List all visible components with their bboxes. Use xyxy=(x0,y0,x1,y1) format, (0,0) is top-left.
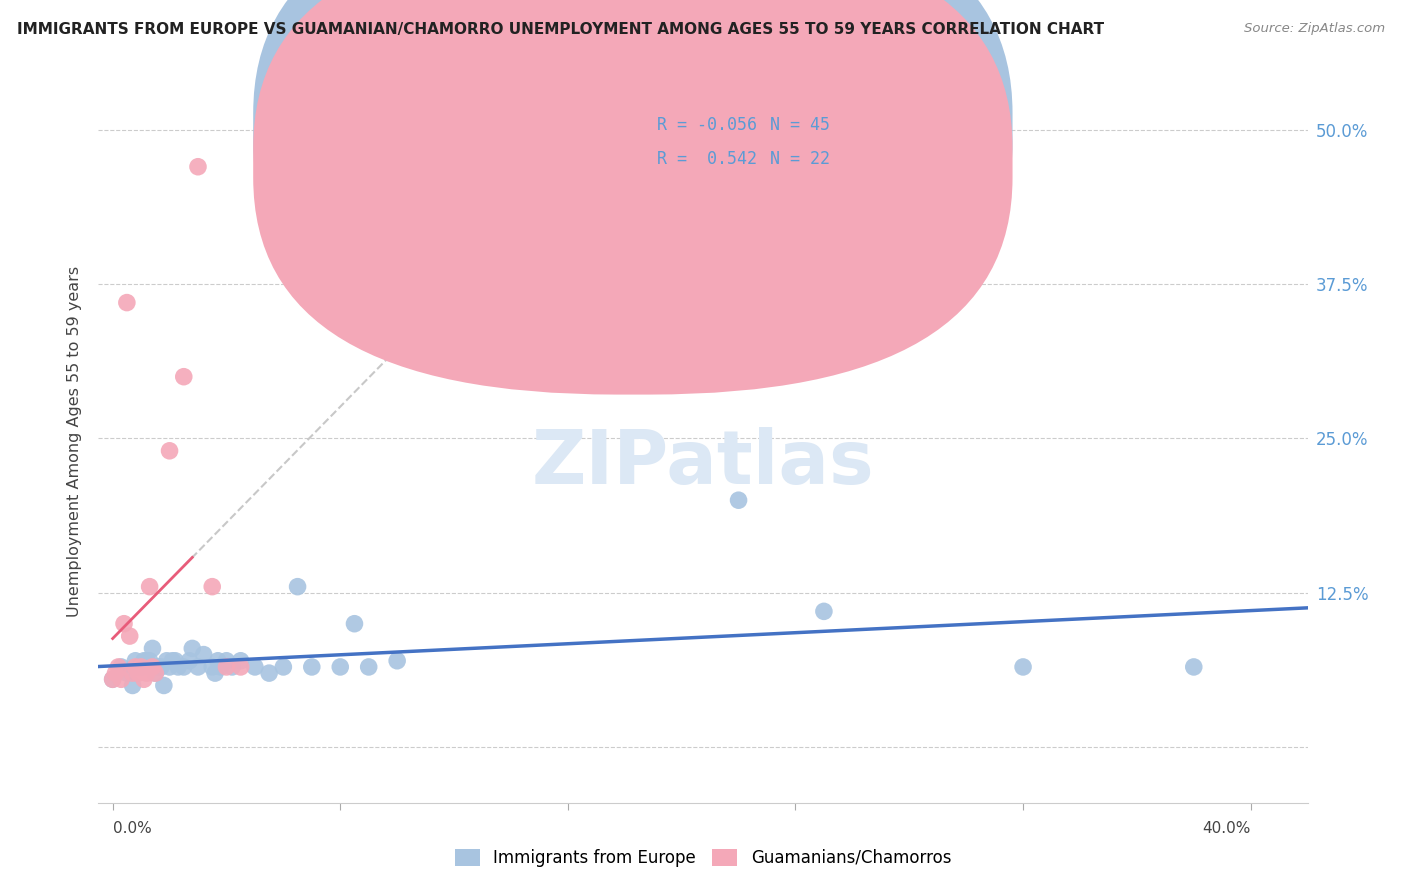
Point xyxy=(357,660,380,674)
Point xyxy=(127,660,149,674)
Point xyxy=(181,641,204,656)
Point xyxy=(329,660,352,674)
Point xyxy=(141,660,163,674)
Text: Source: ZipAtlas.com: Source: ZipAtlas.com xyxy=(1244,22,1385,36)
Point xyxy=(159,443,181,458)
Legend: Immigrants from Europe, Guamanians/Chamorros: Immigrants from Europe, Guamanians/Chamo… xyxy=(454,848,952,867)
Point xyxy=(135,654,157,668)
Point xyxy=(204,666,226,681)
Point xyxy=(110,660,132,674)
Point xyxy=(162,654,184,668)
Point xyxy=(143,666,166,681)
Point xyxy=(121,666,143,681)
Point xyxy=(165,654,187,668)
Point xyxy=(201,660,224,674)
Point xyxy=(150,660,173,674)
Point xyxy=(153,678,176,692)
Point xyxy=(257,666,280,681)
Point xyxy=(167,660,190,674)
Text: 0.0%: 0.0% xyxy=(112,822,152,837)
Point xyxy=(179,654,201,668)
Point xyxy=(273,660,295,674)
Point xyxy=(243,660,266,674)
Point xyxy=(173,660,195,674)
Point xyxy=(124,654,146,668)
Point xyxy=(215,660,238,674)
Text: R =  0.542: R = 0.542 xyxy=(657,151,756,169)
Point xyxy=(156,654,179,668)
Point xyxy=(229,660,252,674)
Point xyxy=(138,654,160,668)
Text: N = 22: N = 22 xyxy=(769,151,830,169)
Point xyxy=(159,660,181,674)
Point xyxy=(1012,660,1035,674)
Point xyxy=(385,654,408,668)
Point xyxy=(143,666,166,681)
Point xyxy=(138,580,160,594)
FancyBboxPatch shape xyxy=(606,102,860,185)
Point xyxy=(287,580,309,594)
Point xyxy=(146,660,169,674)
Point xyxy=(129,660,152,674)
Point xyxy=(112,616,135,631)
Point xyxy=(104,666,127,681)
Point xyxy=(727,493,749,508)
Text: ZIPatlas: ZIPatlas xyxy=(531,426,875,500)
Point xyxy=(132,654,155,668)
Point xyxy=(101,673,124,687)
Point xyxy=(215,654,238,668)
FancyBboxPatch shape xyxy=(253,0,1012,394)
Point xyxy=(127,666,149,681)
Point xyxy=(207,654,229,668)
Point xyxy=(132,673,155,687)
Point xyxy=(187,660,209,674)
Point xyxy=(129,660,152,674)
Y-axis label: Unemployment Among Ages 55 to 59 years: Unemployment Among Ages 55 to 59 years xyxy=(67,266,83,617)
Point xyxy=(107,660,129,674)
Point xyxy=(229,654,252,668)
Point xyxy=(135,666,157,681)
Text: IMMIGRANTS FROM EUROPE VS GUAMANIAN/CHAMORRO UNEMPLOYMENT AMONG AGES 55 TO 59 YE: IMMIGRANTS FROM EUROPE VS GUAMANIAN/CHAM… xyxy=(17,22,1104,37)
Point xyxy=(124,660,146,674)
Point xyxy=(193,648,215,662)
Point xyxy=(187,160,209,174)
Point xyxy=(115,666,138,681)
Point xyxy=(110,673,132,687)
Point xyxy=(343,616,366,631)
Point xyxy=(301,660,323,674)
Text: N = 45: N = 45 xyxy=(769,117,830,135)
Point xyxy=(173,369,195,384)
Point xyxy=(115,295,138,310)
Point xyxy=(813,604,835,618)
Point xyxy=(118,629,141,643)
Point xyxy=(101,673,124,687)
Point xyxy=(1182,660,1205,674)
Point xyxy=(221,660,243,674)
Point xyxy=(201,580,224,594)
FancyBboxPatch shape xyxy=(253,0,1012,359)
Text: 40.0%: 40.0% xyxy=(1202,822,1251,837)
Point xyxy=(121,678,143,692)
Point xyxy=(209,660,232,674)
Point xyxy=(141,641,163,656)
Text: R = -0.056: R = -0.056 xyxy=(657,117,756,135)
